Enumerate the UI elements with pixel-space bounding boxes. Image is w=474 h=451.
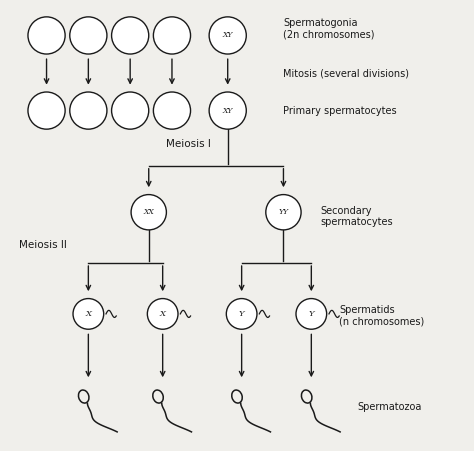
Ellipse shape	[73, 299, 104, 329]
Text: XY: XY	[222, 32, 233, 39]
Text: Secondary
spermatocytes: Secondary spermatocytes	[320, 206, 393, 227]
Ellipse shape	[154, 17, 191, 54]
Text: XY: XY	[222, 106, 233, 115]
Ellipse shape	[147, 299, 178, 329]
Text: X: X	[160, 310, 166, 318]
Text: XX: XX	[143, 208, 154, 216]
Text: Y: Y	[309, 310, 314, 318]
Text: Spermatogonia
(2n chromosomes): Spermatogonia (2n chromosomes)	[283, 18, 375, 40]
Ellipse shape	[209, 17, 246, 54]
Ellipse shape	[131, 194, 166, 230]
Ellipse shape	[28, 92, 65, 129]
Ellipse shape	[296, 299, 327, 329]
Text: Spermatozoa: Spermatozoa	[358, 402, 422, 412]
Ellipse shape	[70, 92, 107, 129]
Text: X: X	[85, 310, 91, 318]
Ellipse shape	[226, 299, 257, 329]
Text: Mitosis (several divisions): Mitosis (several divisions)	[283, 68, 410, 78]
Ellipse shape	[111, 92, 149, 129]
Ellipse shape	[266, 194, 301, 230]
Text: Spermatids
(n chromosomes): Spermatids (n chromosomes)	[339, 305, 424, 327]
Ellipse shape	[70, 17, 107, 54]
Text: Meiosis I: Meiosis I	[166, 139, 210, 149]
Ellipse shape	[28, 17, 65, 54]
Ellipse shape	[209, 92, 246, 129]
Text: YY: YY	[278, 208, 289, 216]
Text: Meiosis II: Meiosis II	[18, 240, 66, 250]
Ellipse shape	[111, 17, 149, 54]
Ellipse shape	[154, 92, 191, 129]
Text: Primary spermatocytes: Primary spermatocytes	[283, 106, 397, 115]
Text: Y: Y	[239, 310, 245, 318]
